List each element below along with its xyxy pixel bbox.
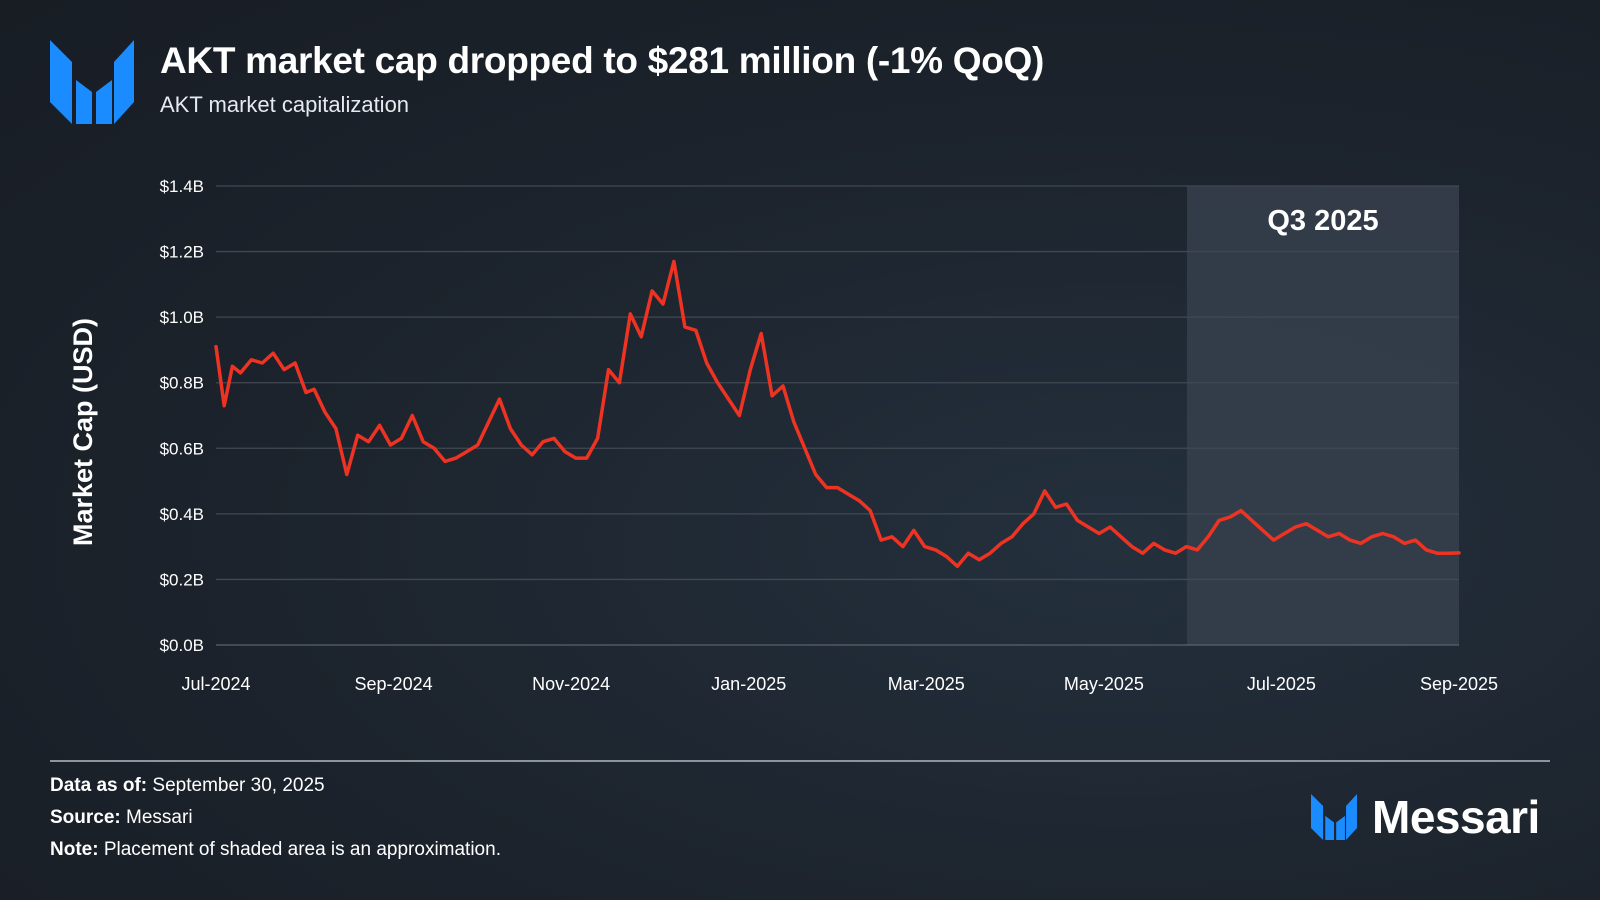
source: Source: Messari: [50, 807, 193, 828]
footer-notes: Data as of: September 30, 2025 Source: M…: [50, 770, 501, 866]
y-tick-label: $0.2B: [160, 570, 204, 589]
y-tick-label: $0.6B: [160, 439, 204, 458]
data-as-of: Data as of: September 30, 2025: [50, 775, 325, 796]
x-tick-label: Jul-2024: [181, 674, 250, 694]
line-chart: Q3 2025 $0.0B $0.2B $0.4B $0.6B $0.8B $1.0B $1…: [68, 177, 1498, 694]
x-tick-label: Sep-2024: [355, 674, 433, 694]
y-tick-label: $0.0B: [160, 636, 204, 655]
footer-divider: [50, 760, 1550, 762]
shaded-region-label: Q3 2025: [1267, 205, 1378, 237]
series-line-akt-market-cap: [214, 259, 1461, 569]
shaded-region-q3-2025: [1186, 186, 1459, 645]
note: Note: Placement of shaded area is an app…: [50, 839, 501, 860]
brand-lockup: Messari: [1310, 790, 1540, 844]
x-tick-label: Jan-2025: [711, 674, 786, 694]
x-tick-label: Nov-2024: [532, 674, 610, 694]
y-axis-label: Market Cap (USD): [68, 318, 98, 546]
y-tick-label: $1.2B: [160, 243, 204, 262]
y-tick-label: $1.0B: [160, 308, 204, 327]
x-tick-label: May-2025: [1064, 674, 1144, 694]
messari-logo-icon: [50, 40, 134, 124]
x-tick-label: Jul-2025: [1247, 674, 1316, 694]
y-tick-label: $1.4B: [160, 177, 204, 196]
messari-brand-icon: [1311, 794, 1357, 840]
x-tick-label: Mar-2025: [888, 674, 965, 694]
chart-title: AKT market cap dropped to $281 million (…: [160, 40, 1045, 81]
chart-subtitle: AKT market capitalization: [160, 92, 410, 117]
y-tick-label: $0.4B: [160, 505, 204, 524]
x-tick-label: Sep-2025: [1420, 674, 1498, 694]
brand-name: Messari: [1372, 791, 1540, 843]
y-tick-label: $0.8B: [160, 374, 204, 393]
